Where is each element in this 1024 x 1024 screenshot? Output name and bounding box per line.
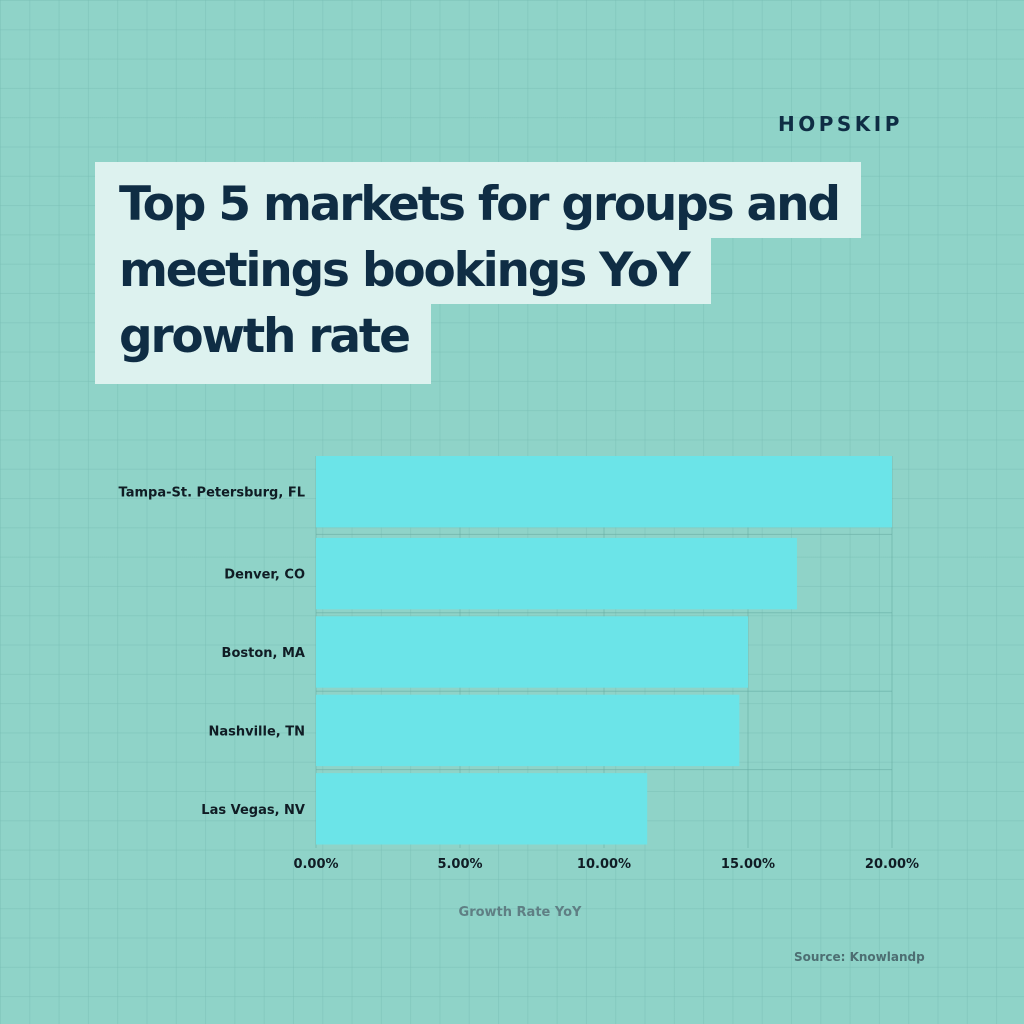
- brand-logo: HOPSKIP: [778, 112, 903, 136]
- title-line-3: growth rate: [95, 304, 431, 384]
- category-labels: Tampa-St. Petersburg, FL Denver, CO Boston…: [119, 486, 305, 818]
- x-tick-labels: 0.00% 5.00% 10.00% 15.00% 20.00%: [293, 857, 919, 872]
- x-tick-label-3: 15.00%: [721, 857, 775, 872]
- x-tick-label-4: 20.00%: [865, 857, 919, 872]
- category-label-2: Boston, MA: [222, 646, 305, 661]
- chart-bars: [316, 456, 892, 845]
- title-line-1: Top 5 markets for groups and: [95, 162, 861, 238]
- x-tick-label-2: 10.00%: [577, 857, 631, 872]
- x-tick-label-1: 5.00%: [437, 857, 482, 872]
- bar-2: [316, 616, 748, 688]
- category-label-4: Las Vegas, NV: [201, 803, 305, 818]
- source-note: Source: Knowlandp: [794, 950, 925, 964]
- category-label-3: Nashville, TN: [208, 724, 305, 739]
- bar-3: [316, 694, 740, 767]
- chart-title: Top 5 markets for groups and meetings bo…: [95, 162, 861, 384]
- category-label-1: Denver, CO: [224, 568, 305, 583]
- category-label-0: Tampa-St. Petersburg, FL: [119, 486, 305, 501]
- title-line-2: meetings bookings YoY: [95, 238, 711, 304]
- x-axis-title: Growth Rate YoY: [459, 905, 583, 920]
- bar-1: [316, 537, 797, 610]
- x-tick-label-0: 0.00%: [293, 857, 338, 872]
- bar-0: [316, 456, 892, 528]
- bar-4: [316, 773, 648, 845]
